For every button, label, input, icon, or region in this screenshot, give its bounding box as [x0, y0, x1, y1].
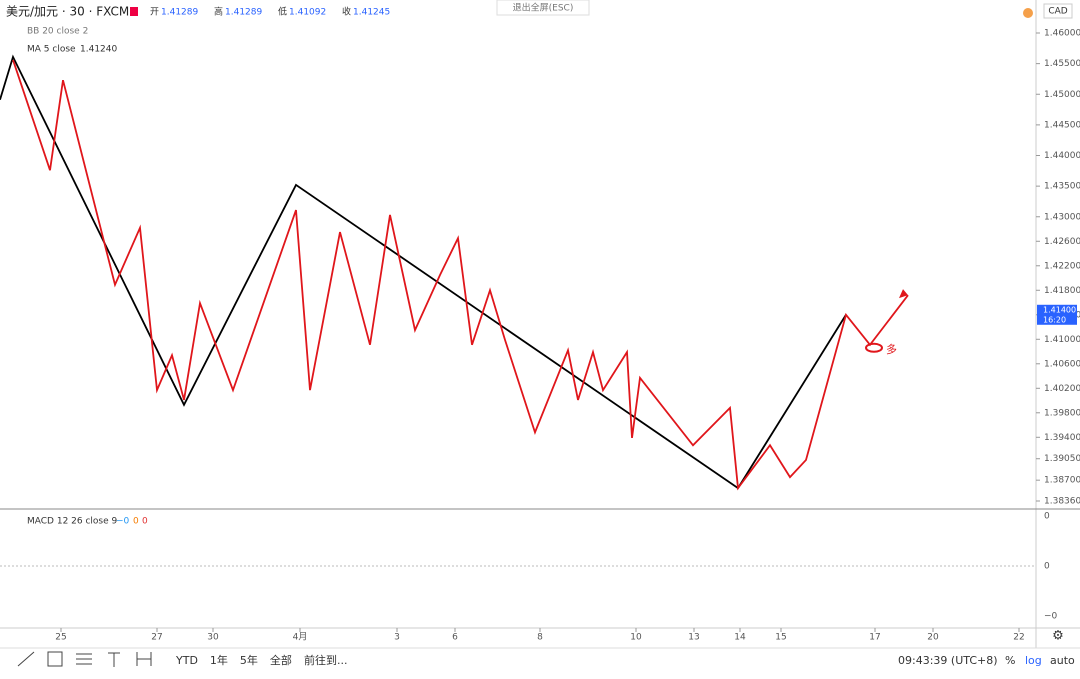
ohlc-value: 1.41289 — [225, 8, 262, 18]
ohlc-label: 高 — [214, 6, 223, 18]
macd-tick: −0 — [1044, 612, 1058, 622]
option-button[interactable]: auto — [1050, 654, 1075, 667]
symbol: 美元/加元 · 30 · FXCM — [6, 5, 129, 19]
settings-icon[interactable]: ⚙ — [1052, 629, 1064, 644]
y-tick-label: 1.39800 — [1044, 408, 1080, 418]
y-tick-label: 1.39400 — [1044, 433, 1080, 443]
y-tick-label: 1.38360 — [1044, 497, 1080, 507]
option-button[interactable]: log — [1025, 654, 1042, 667]
ohlc-value: 1.41245 — [353, 8, 390, 18]
y-tick-label: 1.44500 — [1044, 120, 1080, 130]
ma-value: 1.41240 — [80, 45, 117, 55]
ohlc-label: 收 — [342, 6, 351, 18]
y-tick-label: 1.41000 — [1044, 335, 1080, 345]
rect-tool[interactable] — [47, 651, 63, 667]
y-tick-label: 1.42600 — [1044, 237, 1080, 247]
goto-button[interactable]: 前往到... — [304, 653, 348, 667]
countdown: 16:20 — [1043, 315, 1066, 324]
price-badge — [1037, 304, 1077, 325]
y-tick-label: 1.41800 — [1044, 286, 1080, 296]
y-tick-label: 1.40600 — [1044, 359, 1080, 369]
ma-label: MA 5 close — [27, 45, 76, 55]
y-tick-label: 1.39050 — [1044, 454, 1080, 464]
fib-tool[interactable] — [76, 653, 92, 665]
x-tick-label: 30 — [207, 633, 219, 643]
drawing-tools — [17, 651, 152, 667]
range-button[interactable]: 1年 — [210, 653, 228, 667]
range-button[interactable]: 5年 — [240, 653, 258, 667]
zigzag-line — [0, 54, 847, 490]
currency: CAD — [1048, 7, 1067, 17]
alert-icon[interactable] — [1023, 8, 1033, 18]
ohlc-label: 低 — [278, 6, 287, 18]
x-tick-label: 8 — [537, 633, 543, 643]
macd-tick: 0 — [1044, 562, 1050, 572]
x-tick-label: 10 — [630, 633, 642, 643]
x-tick-label: 13 — [688, 633, 699, 643]
clock: 09:43:39 (UTC+8) — [898, 654, 998, 667]
text-tool[interactable] — [108, 652, 120, 667]
y-tick-label: 1.38700 — [1044, 476, 1080, 486]
annotation: 多 — [886, 342, 897, 356]
ohlc-label: 开 — [150, 7, 159, 18]
x-tick-label: 15 — [775, 633, 786, 643]
zigzag-line — [12, 59, 909, 491]
annotation-circle — [865, 342, 883, 353]
macd-value: −0 — [116, 517, 130, 527]
macd-value: 0 — [142, 517, 148, 527]
y-tick-label: 1.45500 — [1044, 59, 1080, 69]
x-tick-label: 6 — [452, 633, 458, 643]
x-tick-label: 22 — [1013, 633, 1024, 643]
x-tick-label: 20 — [927, 633, 939, 643]
y-tick-label: 1.43000 — [1044, 212, 1080, 222]
macd-value: 0 — [133, 517, 139, 527]
y-tick-label: 1.44000 — [1044, 151, 1080, 161]
x-tick-label: 14 — [734, 633, 746, 643]
x-tick-label: 17 — [869, 633, 880, 643]
arrow-head — [899, 289, 908, 299]
currency-box — [1043, 3, 1073, 19]
option-button[interactable]: % — [1005, 654, 1015, 667]
range-button[interactable]: 全部 — [270, 653, 292, 667]
price-badge-label: 1.41400 — [1043, 305, 1076, 314]
bb-label: BB 20 close 2 — [27, 27, 88, 37]
macd-tick: 0 — [1044, 512, 1050, 522]
range-button[interactable]: YTD — [175, 654, 198, 667]
exit-label: 退出全屏(ESC) — [513, 2, 574, 14]
flag — [130, 7, 138, 16]
trend-tool[interactable] — [17, 651, 35, 667]
measure-tool[interactable] — [136, 652, 152, 666]
ohlc-value: 1.41289 — [161, 8, 198, 18]
y-tick-label: 1.45000 — [1044, 90, 1080, 100]
y-tick-label: 1.42200 — [1044, 261, 1080, 271]
y-tick-label: 1.40200 — [1044, 384, 1080, 394]
x-tick-label: 3 — [394, 633, 400, 643]
macd-label: MACD 12 26 close 9 — [27, 517, 118, 527]
y-tick-label: 1.43500 — [1044, 182, 1080, 192]
x-tick-label: 27 — [151, 633, 162, 643]
x-tick-label: 25 — [55, 633, 66, 643]
x-tick-label: 4月 — [293, 632, 308, 643]
y-tick-label: 1.46000 — [1044, 29, 1080, 39]
exit-button[interactable] — [496, 0, 590, 16]
ohlc-value: 1.41092 — [289, 8, 326, 18]
